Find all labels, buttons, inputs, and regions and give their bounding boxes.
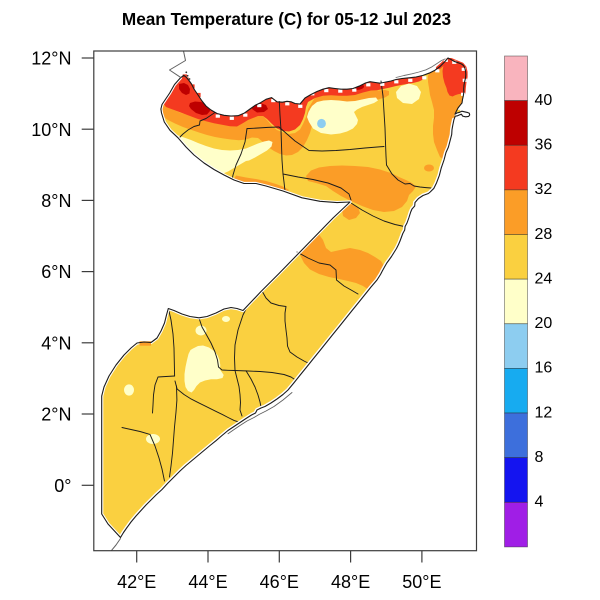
svg-text:32: 32 — [535, 181, 553, 198]
svg-text:40: 40 — [535, 92, 553, 109]
svg-text:2°N: 2°N — [41, 405, 71, 425]
svg-text:44°E: 44°E — [188, 572, 227, 592]
svg-text:Mean Temperature (C) for 05-12: Mean Temperature (C) for 05-12 Jul 2023 — [122, 9, 451, 29]
svg-text:4°N: 4°N — [41, 333, 71, 353]
svg-text:12: 12 — [535, 404, 553, 421]
svg-text:6°N: 6°N — [41, 262, 71, 282]
svg-text:12°N: 12°N — [31, 49, 71, 69]
svg-text:48°E: 48°E — [331, 572, 370, 592]
svg-text:8: 8 — [535, 449, 544, 466]
svg-text:50°E: 50°E — [402, 572, 441, 592]
svg-text:4: 4 — [535, 494, 544, 511]
svg-text:10°N: 10°N — [31, 120, 71, 140]
svg-text:16: 16 — [535, 360, 553, 377]
svg-text:42°E: 42°E — [117, 572, 156, 592]
svg-text:0°: 0° — [54, 476, 71, 496]
svg-text:20: 20 — [535, 315, 553, 332]
svg-text:46°E: 46°E — [260, 572, 299, 592]
svg-text:24: 24 — [535, 270, 553, 287]
svg-text:28: 28 — [535, 226, 553, 243]
svg-text:36: 36 — [535, 137, 553, 154]
svg-text:8°N: 8°N — [41, 191, 71, 211]
